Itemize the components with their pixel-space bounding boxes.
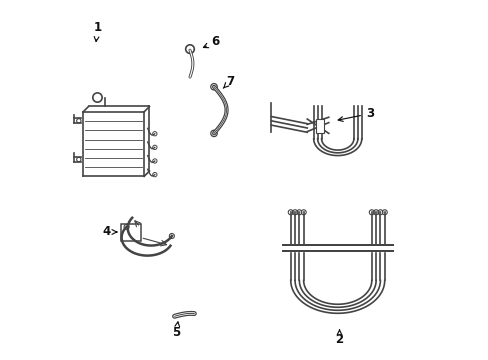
- Text: 3: 3: [338, 107, 373, 121]
- Bar: [121, 224, 140, 241]
- Bar: [316, 119, 324, 134]
- Text: 6: 6: [203, 35, 220, 49]
- Text: 1: 1: [93, 21, 102, 41]
- Text: 4: 4: [102, 225, 117, 238]
- Text: 7: 7: [223, 75, 234, 88]
- Text: 2: 2: [335, 330, 343, 346]
- Text: 5: 5: [172, 322, 180, 339]
